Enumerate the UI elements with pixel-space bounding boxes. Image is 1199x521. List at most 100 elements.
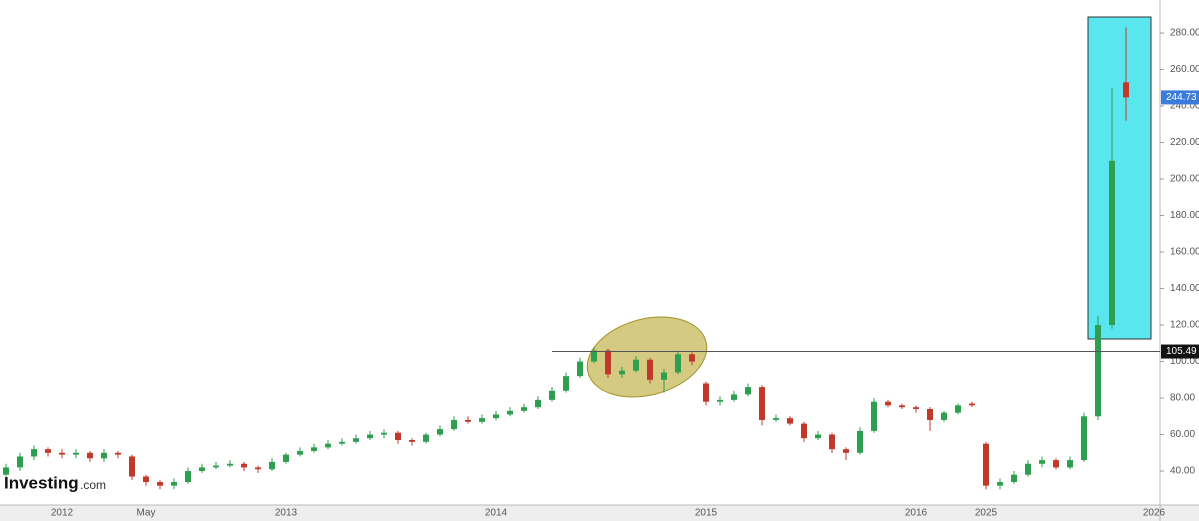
candle-body: [1067, 460, 1073, 468]
candle-body: [101, 452, 107, 459]
candle-body: [563, 376, 569, 391]
candle-body: [129, 456, 135, 477]
candle-body: [759, 387, 765, 420]
y-tick-label: 140.00: [1170, 283, 1199, 294]
candle-body: [339, 441, 345, 444]
candle-body: [171, 482, 177, 486]
candle-body: [493, 414, 499, 419]
y-tick-label: 160.00: [1170, 247, 1199, 258]
candle-body: [1025, 463, 1031, 475]
y-tick-label: 180.00: [1170, 210, 1199, 221]
candle-body: [283, 454, 289, 462]
candle-body: [143, 476, 149, 483]
candle-body: [1039, 460, 1045, 464]
candle-body: [955, 405, 961, 413]
candle-body: [199, 467, 205, 472]
x-tick-label: May: [137, 508, 156, 519]
hline-label-box: [1161, 344, 1199, 359]
x-tick-label: 2012: [51, 508, 74, 519]
x-tick-label: 2014: [485, 508, 508, 519]
candle-body: [927, 409, 933, 420]
x-tick-label: 2015: [695, 508, 718, 519]
highlight-box: [1087, 16, 1152, 340]
y-tick-label: 80.00: [1170, 393, 1195, 404]
x-tick-label: 2026: [1143, 508, 1166, 519]
candle-body: [297, 450, 303, 455]
candle-body: [619, 370, 625, 375]
candle-body: [787, 418, 793, 424]
candle-body: [661, 372, 667, 380]
candle-body: [115, 452, 121, 455]
candle-body: [871, 401, 877, 431]
candle-body: [941, 412, 947, 420]
candle-body: [899, 405, 905, 408]
candle-body: [479, 418, 485, 422]
candle-body: [717, 399, 723, 402]
y-tick-label: 100.00: [1170, 356, 1199, 367]
candle-body: [703, 383, 709, 402]
candle-body: [395, 432, 401, 441]
candle-body: [1053, 460, 1059, 468]
highlight-ellipse: [586, 316, 708, 398]
candle-body: [213, 465, 219, 468]
candle-body: [381, 432, 387, 435]
candle-body: [647, 359, 653, 380]
candle-body: [633, 359, 639, 371]
candle-body: [409, 440, 415, 442]
candle-body: [997, 482, 1003, 486]
logo-brand: Investing: [4, 473, 79, 492]
candle-body: [507, 410, 513, 415]
price-label-box: [1161, 90, 1199, 105]
candle-body: [17, 456, 23, 468]
candle-body: [913, 407, 919, 410]
candle-body: [367, 434, 373, 439]
candle-body: [451, 419, 457, 430]
y-tick-label: 40.00: [1170, 466, 1195, 477]
candle-body: [437, 429, 443, 435]
y-tick-label: 60.00: [1170, 429, 1195, 440]
y-tick-label: 260.00: [1170, 64, 1199, 75]
candle-body: [311, 447, 317, 451]
candle-body: [73, 452, 79, 455]
candle-body: [773, 418, 779, 420]
candle-body: [325, 443, 331, 448]
candle-body: [1081, 416, 1087, 461]
candle-body: [605, 350, 611, 375]
candle-body: [45, 449, 51, 453]
candle-body: [31, 449, 37, 457]
candle-body: [87, 452, 93, 459]
price-label: 244.73: [1166, 92, 1197, 103]
hline-label: 105.49: [1166, 346, 1197, 357]
candle-body: [1011, 474, 1017, 483]
candle-body: [59, 452, 65, 455]
candle-body: [1123, 82, 1129, 98]
candle-body: [521, 407, 527, 411]
candle-body: [577, 361, 583, 377]
y-tick-label: 220.00: [1170, 137, 1199, 148]
candle-body: [353, 438, 359, 442]
candle-body: [675, 354, 681, 373]
logo: Investing .com: [4, 473, 106, 492]
candle-body: [843, 449, 849, 453]
candle-body: [885, 401, 891, 406]
candle-body: [1095, 325, 1101, 417]
candle-body: [801, 423, 807, 439]
candle-body: [731, 394, 737, 400]
candle-body: [1109, 160, 1115, 326]
x-tick-label: 2016: [905, 508, 928, 519]
candle-body: [465, 419, 471, 422]
y-tick-label: 240.00: [1170, 101, 1199, 112]
candle-body: [255, 467, 261, 470]
candle-body: [829, 434, 835, 450]
y-tick-label: 280.00: [1170, 28, 1199, 39]
candle-body: [689, 354, 695, 362]
logo-suffix: .com: [80, 478, 106, 492]
x-tick-label: 2013: [275, 508, 298, 519]
x-tick-label: 2025: [975, 508, 998, 519]
candle-body: [591, 350, 597, 362]
candle-body: [423, 434, 429, 442]
candle-body: [983, 443, 989, 486]
candle-body: [815, 434, 821, 439]
